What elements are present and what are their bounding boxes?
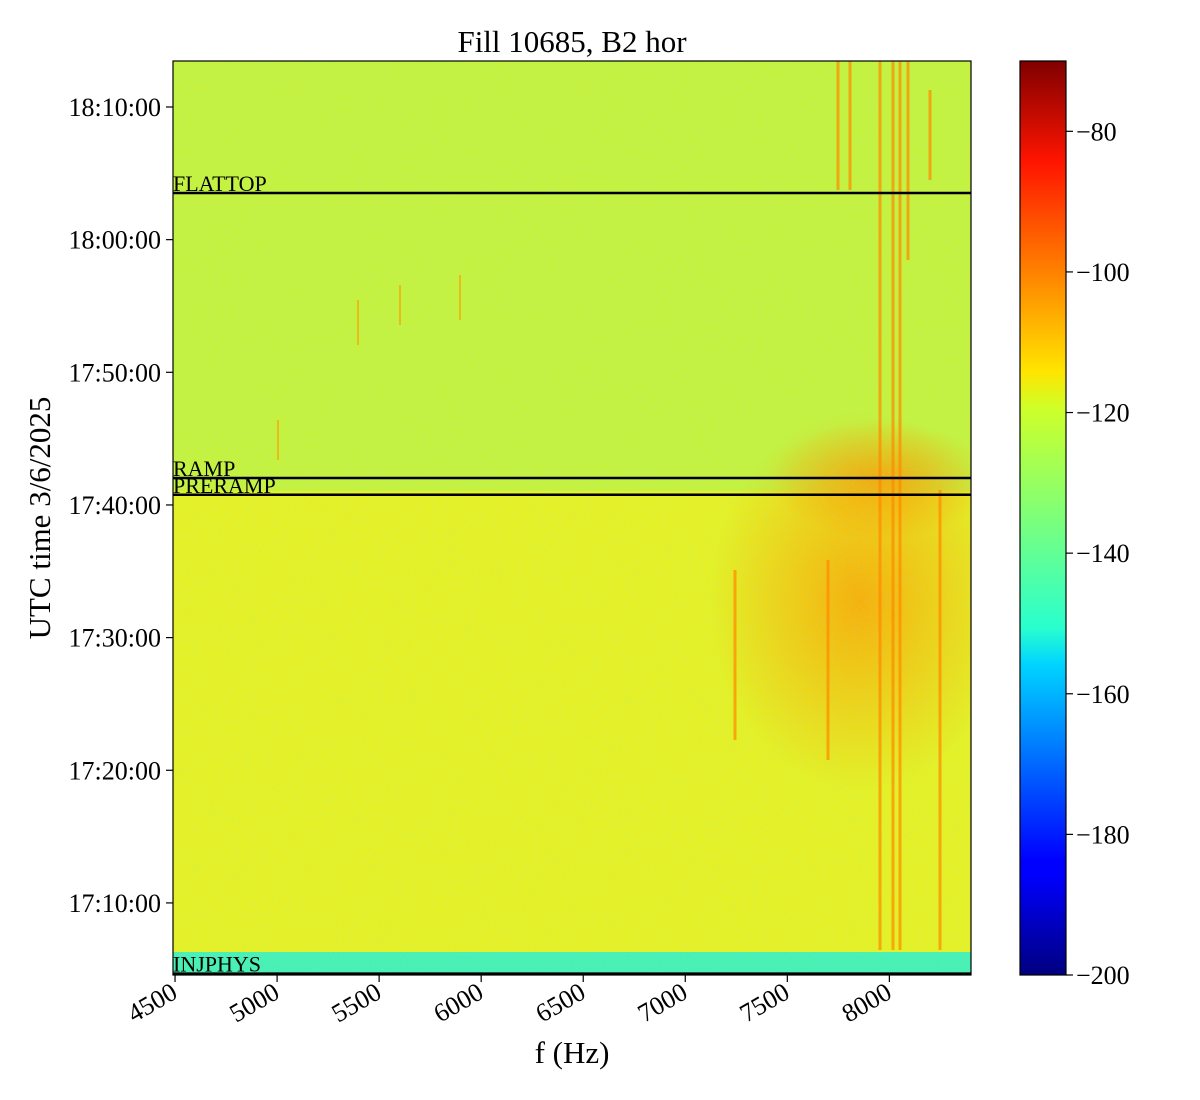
x-tick-label: 6500 (531, 977, 591, 1028)
colorbar-tick-label: −160 (1076, 680, 1130, 709)
colorbar-tick-label: −80 (1076, 117, 1117, 146)
y-tick-label: 17:10:00 (69, 889, 161, 918)
y-tick-label: 17:30:00 (69, 624, 161, 653)
x-tick-label: 7000 (633, 977, 693, 1028)
plot-frame (172, 60, 972, 976)
chart-title: Fill 10685, B2 hor (457, 24, 687, 59)
x-axis-title: f (Hz) (535, 1035, 610, 1070)
x-tick-label: 6000 (429, 977, 489, 1028)
phase-label: RAMP (173, 456, 235, 481)
phase-label: INJPHYS (173, 952, 261, 977)
colorbar-tick-label: −180 (1076, 820, 1130, 849)
x-tick-label: 5000 (225, 977, 285, 1028)
x-tick-label: 8000 (837, 977, 897, 1028)
y-axis-title: UTC time 3/6/2025 (22, 397, 57, 640)
x-tick-label: 7500 (735, 977, 795, 1028)
y-tick-label: 18:00:00 (69, 226, 161, 255)
phase-label: PRERAMP (173, 473, 276, 498)
colorbar-tick-label: −100 (1076, 258, 1130, 287)
y-tick-label: 17:50:00 (69, 358, 161, 387)
colorbar-tick-label: −200 (1076, 961, 1130, 990)
x-tick-label: 5500 (327, 977, 387, 1028)
colorbar-tick-label: −140 (1076, 539, 1130, 568)
y-tick-label: 18:10:00 (69, 93, 161, 122)
x-tick-label: 4500 (123, 977, 183, 1028)
spectrogram-image (173, 61, 971, 975)
y-tick-label: 17:40:00 (69, 491, 161, 520)
y-tick-label: 17:20:00 (69, 756, 161, 785)
colorbar-tick-label: −120 (1076, 399, 1130, 428)
colorbar (1019, 60, 1067, 976)
phase-label: FLATTOP (173, 171, 267, 196)
